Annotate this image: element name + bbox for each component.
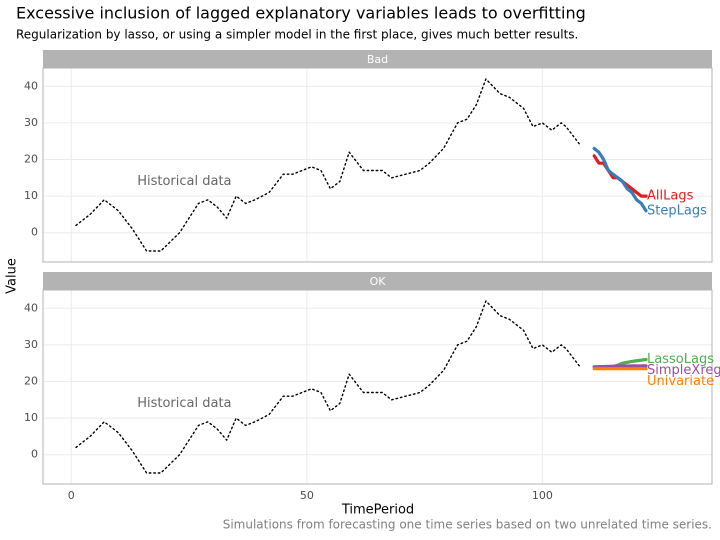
panel bbox=[43, 68, 712, 262]
strip bbox=[43, 272, 712, 290]
x-axis-label: TimePeriod bbox=[341, 503, 414, 518]
history-line bbox=[75, 78, 581, 252]
panel-border bbox=[42, 67, 713, 263]
y-tick-label: 10 bbox=[24, 189, 38, 202]
series-label: Univariate bbox=[647, 374, 714, 389]
y-tick-label: 40 bbox=[24, 79, 38, 92]
strip-label: Bad bbox=[367, 53, 388, 66]
caption: Simulations from forecasting one time se… bbox=[223, 518, 712, 532]
y-axis-label: Value bbox=[5, 258, 20, 294]
x-tick-label: 100 bbox=[532, 489, 553, 502]
forecast-line bbox=[592, 364, 648, 369]
history-line bbox=[75, 300, 581, 474]
strip-label: OK bbox=[370, 275, 387, 288]
y-tick-label: 20 bbox=[24, 153, 38, 166]
y-tick-label: 0 bbox=[31, 448, 38, 461]
series-label: AllLags bbox=[647, 189, 694, 204]
annotation: Historical data bbox=[137, 174, 231, 189]
strip bbox=[43, 50, 712, 68]
panel-border bbox=[42, 289, 713, 485]
chart-title: Excessive inclusion of lagged explanator… bbox=[16, 4, 586, 23]
chart-subtitle: Regularization by lasso, or using a simp… bbox=[16, 28, 578, 42]
annotation: Historical data bbox=[137, 396, 231, 411]
y-tick-label: 20 bbox=[24, 375, 38, 388]
forecast-line bbox=[592, 146, 648, 213]
y-tick-label: 10 bbox=[24, 411, 38, 424]
series-label: StepLags bbox=[647, 203, 707, 218]
y-tick-label: 40 bbox=[24, 301, 38, 314]
panel bbox=[43, 290, 712, 484]
y-tick-label: 0 bbox=[31, 226, 38, 239]
x-tick-label: 50 bbox=[300, 489, 314, 502]
x-tick-label: 0 bbox=[68, 489, 75, 502]
y-tick-label: 30 bbox=[24, 116, 38, 129]
y-tick-label: 30 bbox=[24, 338, 38, 351]
series-label: LassoLags bbox=[647, 352, 714, 367]
series-label: SimpleXreg bbox=[647, 363, 720, 378]
